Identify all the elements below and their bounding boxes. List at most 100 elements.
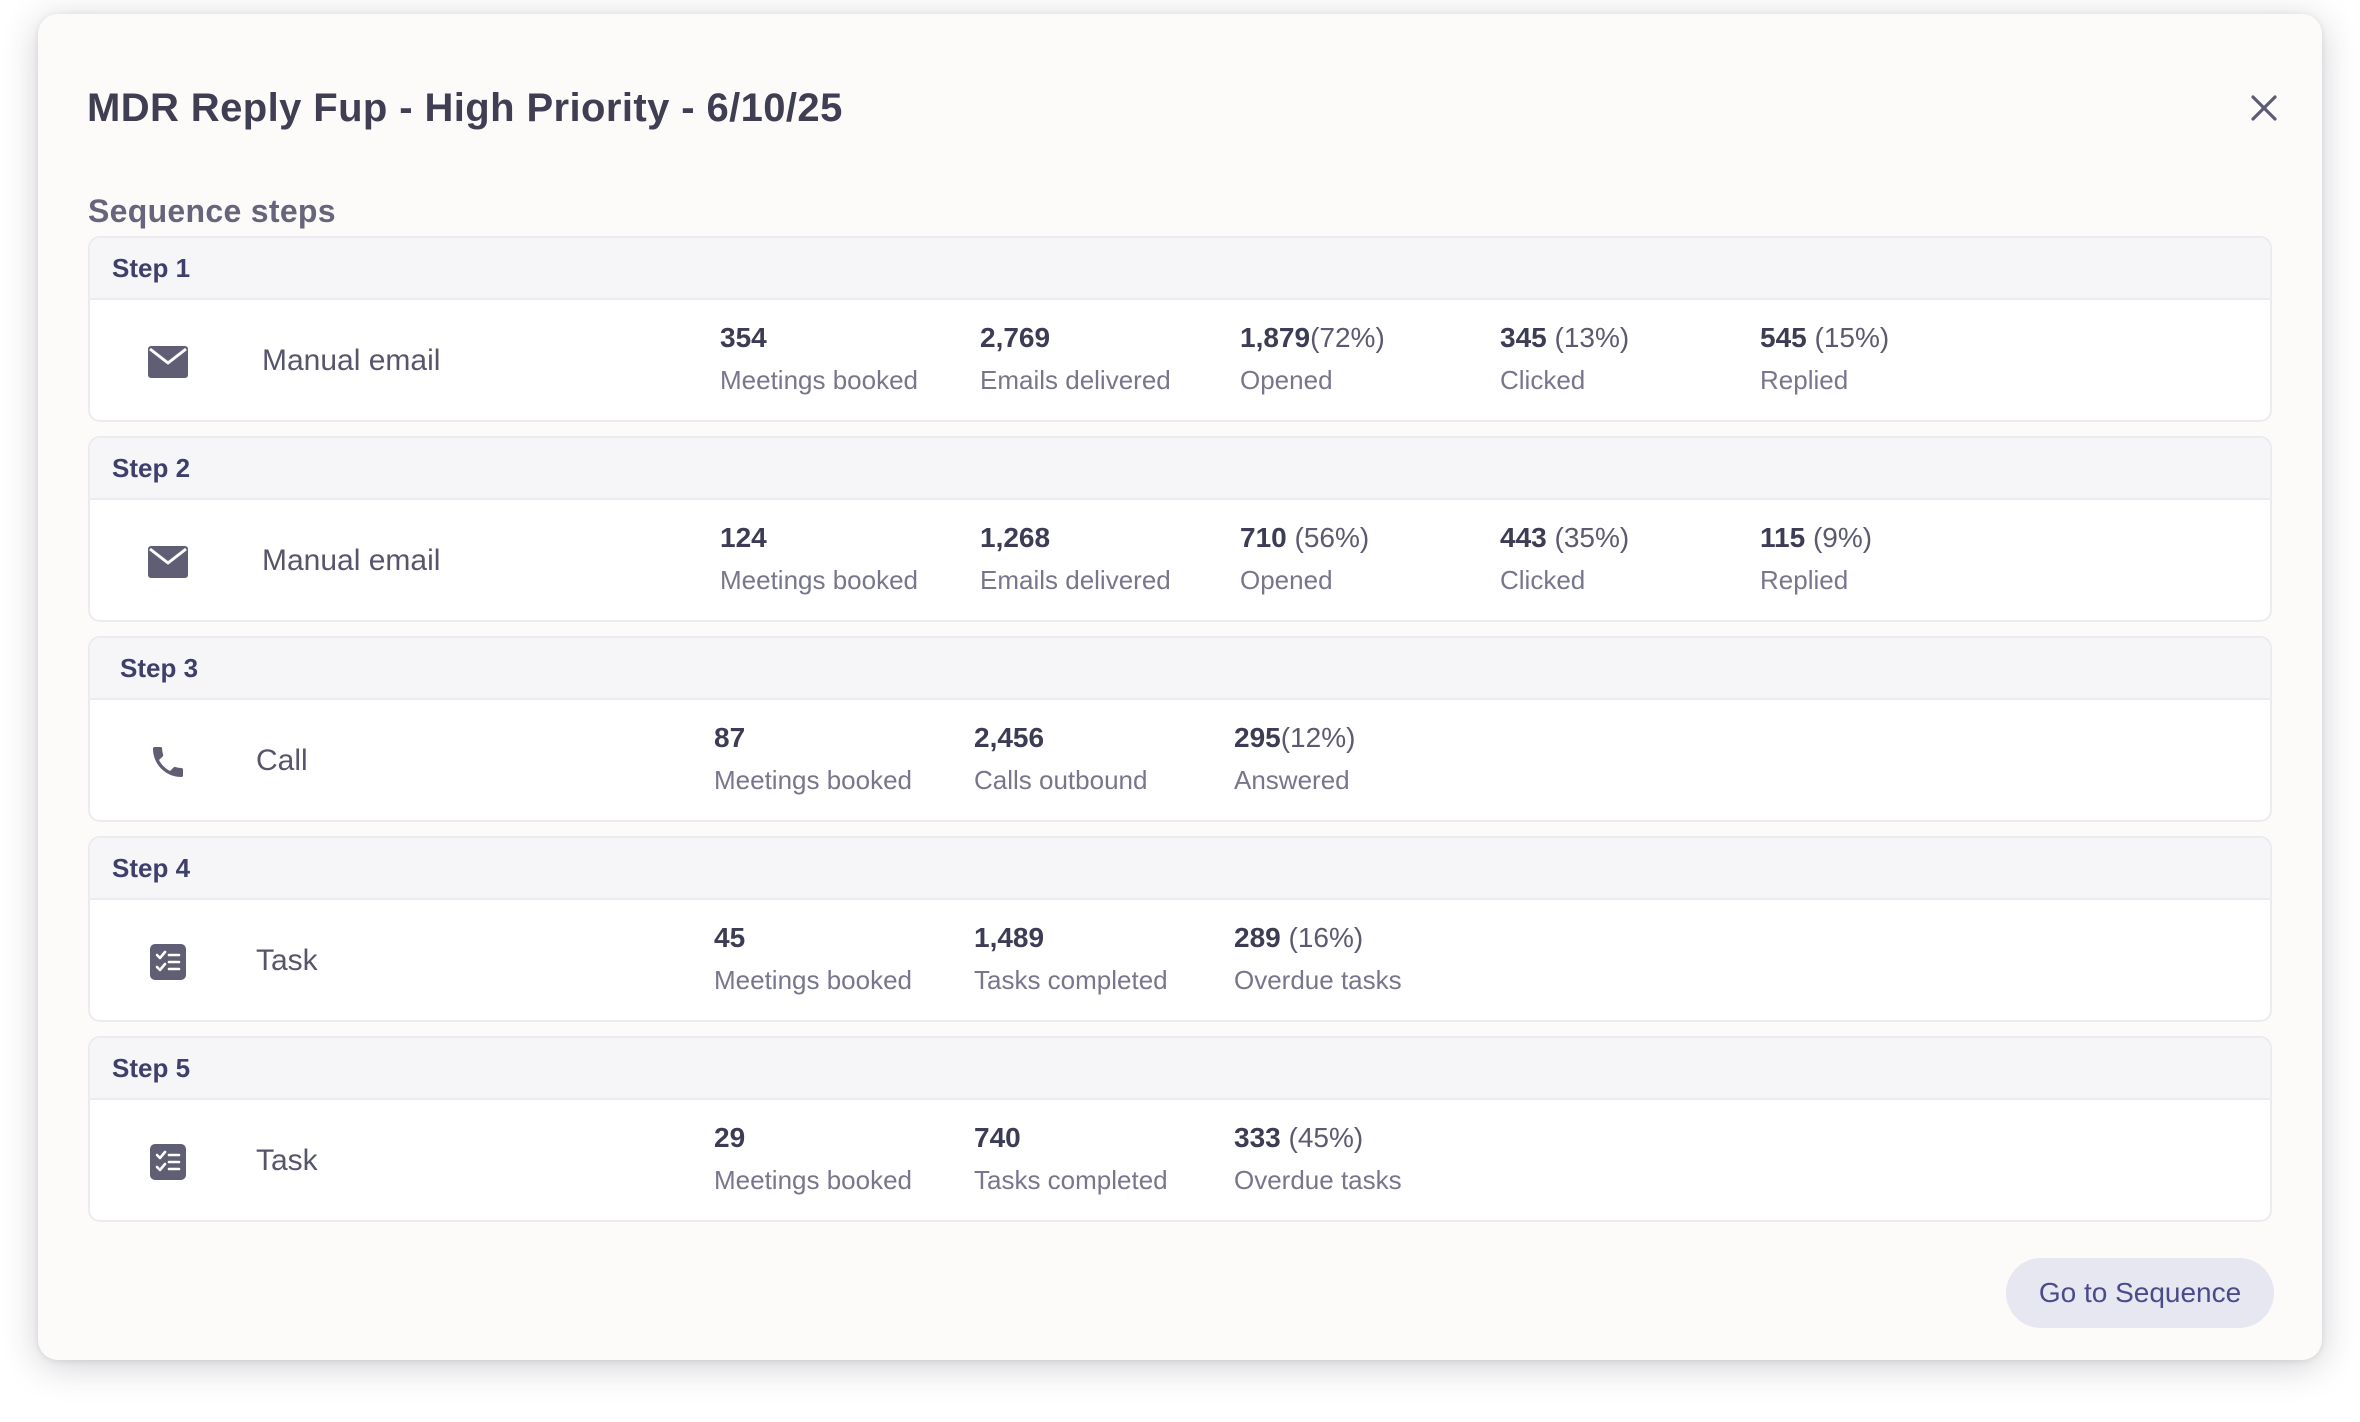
metric-meetings-booked: 124 Meetings booked [720,518,918,602]
metric-tasks-completed: 1,489 Tasks completed [974,918,1168,1002]
metric-opened: 710 (56%) Opened [1240,518,1369,602]
sequence-steps-list: Step 1 Manual email 354 Meetings booked … [88,236,2272,1236]
step-type: Manual email [262,344,441,377]
metric-label: Overdue tasks [1234,965,1402,995]
metric-value: 29 [714,1122,746,1153]
metric-value: 2,456 [974,722,1045,753]
metric-value: 124 [720,522,767,553]
metric-label: Opened [1240,365,1333,395]
metric-label: Meetings booked [714,1165,913,1195]
step-label: Step 2 [112,453,191,483]
close-button[interactable] [2234,78,2294,138]
task-checklist-icon [146,1140,190,1184]
step-header: Step 2 [90,438,2270,500]
metric-tasks-completed: 740 Tasks completed [974,1118,1168,1202]
step-type: Call [256,744,308,777]
metric-value: 295 [1234,722,1281,753]
step-card: Step 3 Call 87 Meetings booked 2,456 Cal… [88,636,2272,822]
metric-emails-delivered: 1,268 Emails delivered [980,518,1171,602]
metric-value: 2,769 [980,322,1051,353]
metric-value: 1,489 [974,922,1045,953]
step-body: Task 29 Meetings booked 740 Tasks comple… [90,1100,2270,1220]
metric-percent: (13%) [1546,322,1630,353]
metric-value: 345 [1500,322,1547,353]
metric-label: Opened [1240,565,1333,595]
metric-label: Replied [1760,565,1849,595]
metric-value: 1,268 [980,522,1051,553]
metric-percent: (35%) [1546,522,1630,553]
step-header: Step 1 [90,238,2270,300]
metric-overdue-tasks: 333 (45%) Overdue tasks [1234,1118,1402,1202]
metric-value: 87 [714,722,746,753]
step-card: Step 2 Manual email 124 Meetings booked … [88,436,2272,622]
step-header: Step 5 [90,1038,2270,1100]
metric-meetings-booked: 45 Meetings booked [714,918,912,1002]
metric-value: 740 [974,1122,1021,1153]
metric-meetings-booked: 354 Meetings booked [720,318,918,402]
metric-percent: (16%) [1280,922,1364,953]
metric-value: 333 [1234,1122,1281,1153]
step-type: Manual email [262,544,441,577]
metric-percent: (12%) [1280,722,1356,753]
step-header: Step 4 [90,838,2270,900]
envelope-icon [146,340,190,384]
step-body: Task 45 Meetings booked 1,489 Tasks comp… [90,900,2270,1020]
metric-label: Tasks completed [974,965,1168,995]
metric-label: Calls outbound [974,765,1148,795]
metric-value: 443 [1500,522,1547,553]
metric-label: Meetings booked [720,365,919,395]
sequence-steps-modal: MDR Reply Fup - High Priority - 6/10/25 … [38,14,2322,1360]
metric-replied: 545 (15%) Replied [1760,318,1889,402]
step-label: Step 4 [112,853,191,883]
metric-label: Meetings booked [720,565,919,595]
go-to-sequence-button[interactable]: Go to Sequence [2006,1258,2274,1328]
metric-value: 1,879 [1240,322,1311,353]
task-checklist-icon [146,940,190,984]
metric-label: Answered [1234,765,1350,795]
metric-replied: 115 (9%) Replied [1760,518,1872,602]
metric-meetings-booked: 29 Meetings booked [714,1118,912,1202]
metric-calls-outbound: 2,456 Calls outbound [974,718,1147,802]
metric-clicked: 443 (35%) Clicked [1500,518,1629,602]
modal-title: MDR Reply Fup - High Priority - 6/10/25 [87,86,843,130]
metric-percent: (72%) [1310,322,1385,353]
step-header: Step 3 [90,638,2270,700]
envelope-icon [146,540,190,584]
step-label: Step 1 [112,253,191,283]
metric-label: Clicked [1500,565,1586,595]
metric-value: 115 [1760,522,1806,553]
metric-clicked: 345 (13%) Clicked [1500,318,1629,402]
metric-percent: (56%) [1286,522,1370,553]
metric-opened: 1,879(72%) Opened [1240,318,1385,402]
step-label: Step 5 [112,1053,191,1083]
metric-label: Emails delivered [980,565,1171,595]
metric-value: 45 [714,922,746,953]
metric-value: 354 [720,322,767,353]
metric-label: Replied [1760,365,1849,395]
step-type: Task [256,944,318,977]
metric-percent: (45%) [1280,1122,1364,1153]
metric-value: 545 [1760,322,1807,353]
metric-label: Meetings booked [714,765,913,795]
step-type: Task [256,1144,318,1177]
step-body: Manual email 124 Meetings booked 1,268 E… [90,500,2270,620]
step-card: Step 4 Task 45 Meetings booked [88,836,2272,1022]
metric-label: Meetings booked [714,965,913,995]
metric-label: Overdue tasks [1234,1165,1402,1195]
section-title: Sequence steps [88,193,336,229]
metric-percent: (15%) [1806,322,1890,353]
metric-label: Emails delivered [980,365,1171,395]
metric-overdue-tasks: 289 (16%) Overdue tasks [1234,918,1402,1002]
metric-answered: 295(12%) Answered [1234,718,1355,802]
metric-value: 289 [1234,922,1281,953]
metric-percent: (9%) [1805,522,1873,553]
metric-emails-delivered: 2,769 Emails delivered [980,318,1171,402]
phone-icon [146,740,190,784]
metric-value: 710 [1240,522,1287,553]
close-icon [2251,95,2277,121]
step-card: Step 1 Manual email 354 Meetings booked … [88,236,2272,422]
step-label: Step 3 [120,653,199,683]
metric-label: Tasks completed [974,1165,1168,1195]
step-body: Call 87 Meetings booked 2,456 Calls outb… [90,700,2270,820]
step-body: Manual email 354 Meetings booked 2,769 E… [90,300,2270,420]
